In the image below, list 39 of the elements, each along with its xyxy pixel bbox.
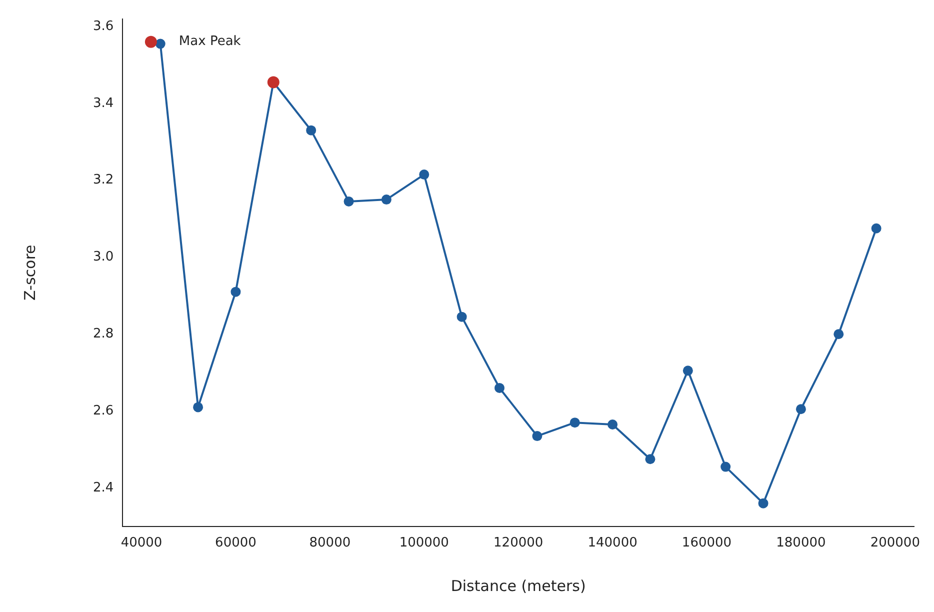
annotation: Max Peak [178,34,242,50]
point [456,312,467,322]
point [570,418,580,428]
point [230,286,241,297]
point [720,462,731,472]
point [682,366,693,376]
x-tick-label: 80000 [309,536,351,551]
point [645,454,656,464]
y-tick-label: 3.6 [92,18,114,34]
point [532,431,542,442]
y-tick-label: 2.8 [92,326,114,342]
y-tick-label: 2.4 [92,480,114,496]
y-tick-label: 2.6 [92,403,114,418]
point [155,38,166,49]
x-tick-label: 200000 [870,536,920,551]
x-tick-label: 140000 [588,536,638,551]
y-axis-title: Z-score [20,244,39,300]
point [834,329,844,340]
point [419,170,430,180]
x-tick-label: 60000 [215,536,256,551]
point [193,402,204,412]
point [796,404,806,414]
x-tick-label: 40000 [120,536,162,551]
point [871,223,882,234]
point [306,125,316,136]
x-tick-label: 120000 [494,536,544,551]
point [494,382,504,393]
x-axis-title: Distance (meters) [450,576,586,595]
point [144,36,157,48]
x-tick-label: 100000 [399,536,449,551]
x-tick-label: 160000 [682,536,732,551]
point [344,196,354,206]
y-tick-label: 3.0 [92,250,114,265]
point [381,194,392,205]
y-tick-label: 3.4 [92,96,114,111]
point [758,498,768,508]
y-tick-label: 3.2 [92,172,114,188]
x-tick-label: 180000 [776,536,826,551]
point [608,419,618,430]
